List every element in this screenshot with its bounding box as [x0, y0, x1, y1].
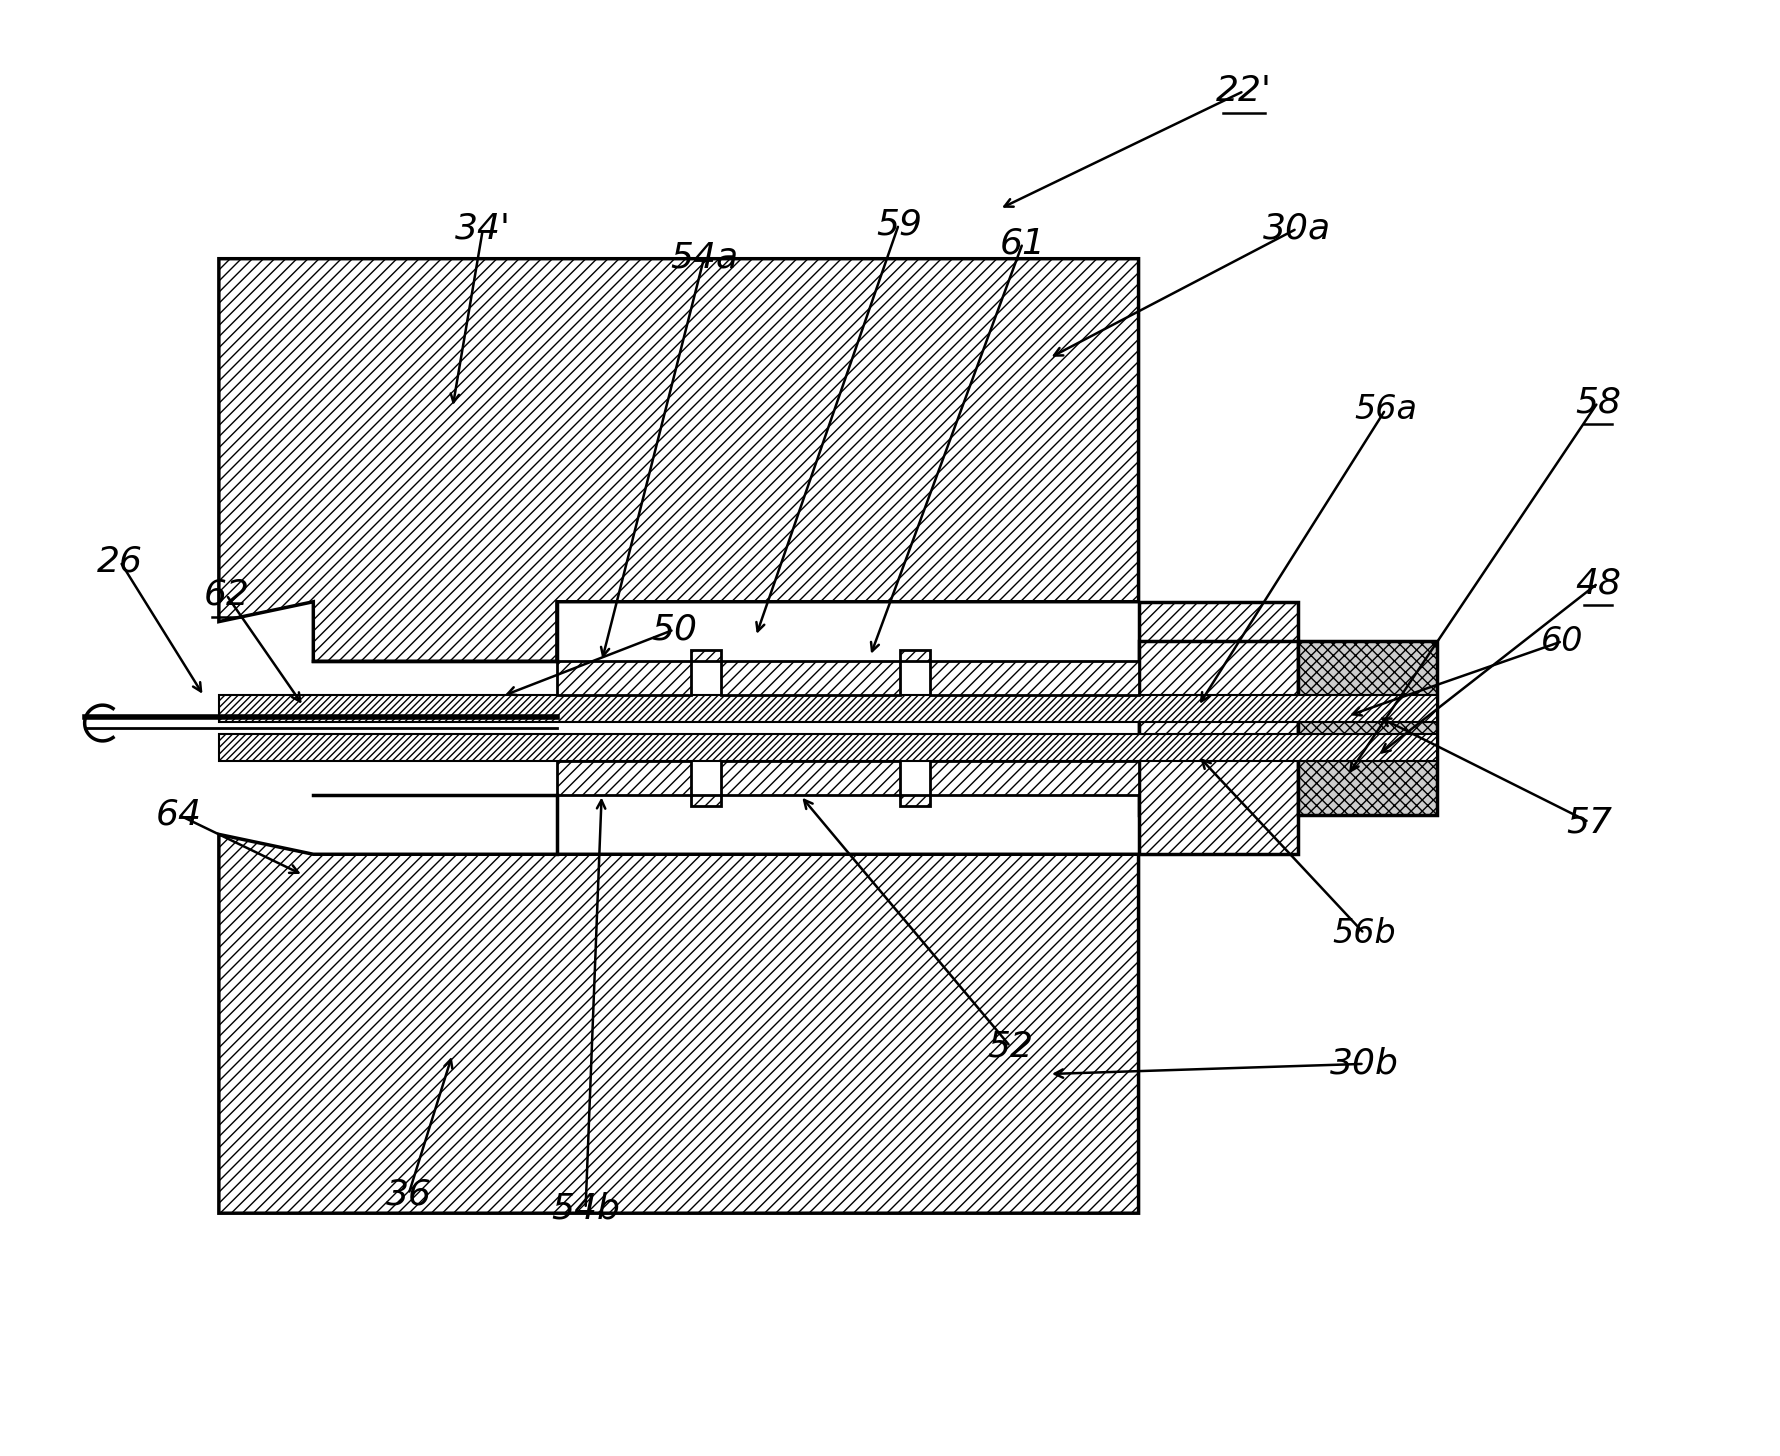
Text: 64: 64 — [155, 798, 201, 831]
Text: 60: 60 — [1541, 625, 1584, 658]
Polygon shape — [219, 695, 1436, 722]
Text: 26: 26 — [98, 545, 142, 578]
Text: 22': 22' — [1216, 74, 1273, 108]
Polygon shape — [557, 761, 1139, 805]
Text: 48: 48 — [1575, 566, 1622, 600]
Text: 54b: 54b — [552, 1191, 619, 1226]
Text: 52: 52 — [988, 1029, 1034, 1063]
Text: 61: 61 — [1000, 226, 1045, 261]
Text: 36: 36 — [386, 1176, 431, 1211]
Text: 54a: 54a — [669, 240, 739, 275]
Text: 62: 62 — [203, 578, 249, 612]
Text: 50: 50 — [651, 613, 698, 646]
Polygon shape — [1139, 641, 1298, 855]
Polygon shape — [1298, 641, 1436, 815]
Text: 57: 57 — [1566, 805, 1613, 839]
Text: 30b: 30b — [1330, 1047, 1399, 1080]
Text: 56b: 56b — [1333, 917, 1396, 951]
Text: 30a: 30a — [1264, 211, 1331, 246]
Text: 58: 58 — [1575, 386, 1622, 419]
Polygon shape — [219, 734, 1436, 761]
Polygon shape — [219, 259, 1139, 661]
Polygon shape — [557, 651, 1139, 695]
Polygon shape — [219, 834, 1139, 1213]
Polygon shape — [1139, 601, 1298, 815]
Text: 56a: 56a — [1355, 393, 1417, 427]
Text: 34': 34' — [456, 211, 511, 246]
Text: 59: 59 — [876, 207, 922, 242]
